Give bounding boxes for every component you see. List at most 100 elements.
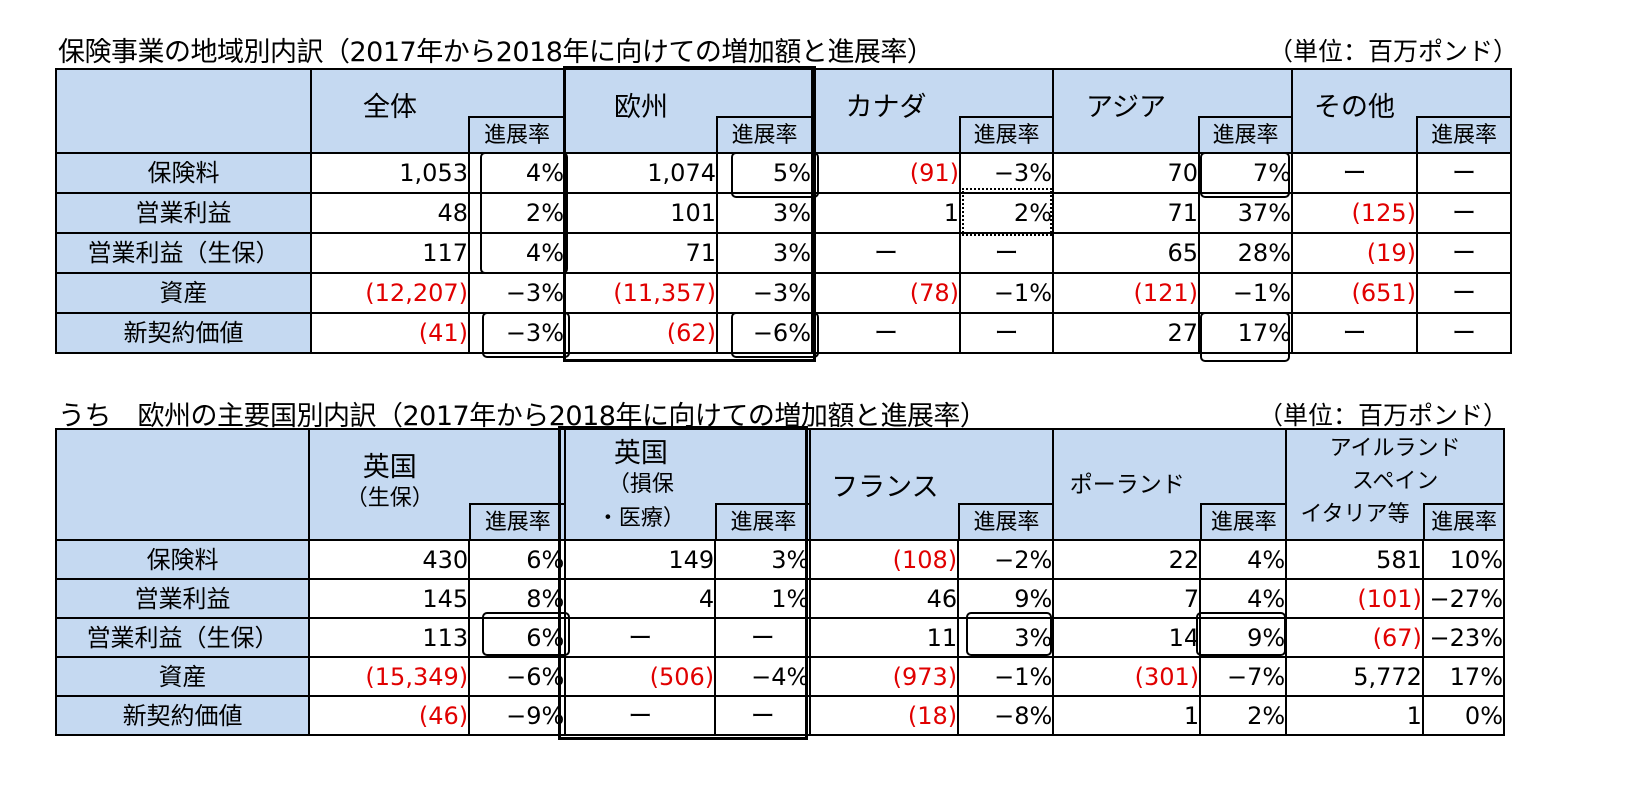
region-header: カナダ進展率 xyxy=(811,68,1054,154)
amount-cell: 1,074 xyxy=(564,152,718,194)
country-sub: （損保 xyxy=(607,472,674,497)
rate-cell: −6% xyxy=(716,312,813,354)
corner-cell xyxy=(54,428,311,541)
row-label: 資産 xyxy=(55,272,312,314)
amount-cell: 71 xyxy=(1052,192,1200,234)
amount-cell: 14 xyxy=(1052,617,1202,658)
rate-cell: 2% xyxy=(468,192,566,234)
amount-cell: (46) xyxy=(308,695,471,736)
table-row: 資産 (15,349) −6% (506) −4% (973) −1% (301) −7% 5,7… xyxy=(54,656,1506,697)
rate-cell: 17% xyxy=(1421,656,1506,697)
amount-cell: 117 xyxy=(310,232,470,274)
rate-cell: −23% xyxy=(1421,617,1506,658)
rate-cell: 4% xyxy=(1199,578,1288,619)
rate-cell: 6% xyxy=(468,539,567,580)
amount-cell: 1 xyxy=(1052,695,1202,736)
rate-header: 進展率 xyxy=(958,503,1052,538)
rate-cell: 4% xyxy=(468,232,566,274)
rate-cell: 1% xyxy=(714,578,812,619)
rate-header: 進展率 xyxy=(959,116,1051,151)
rate-cell: ー xyxy=(1416,272,1512,314)
amount-cell: (15,349) xyxy=(308,656,471,697)
table-row: 新契約価値 (46) −9% ーー (18) −8% 1 2% 1 0% xyxy=(54,695,1506,736)
table2-title: うち 欧州の主要国別内訳（2017年から2018年に向けての増加額と進展率） xyxy=(58,401,987,432)
table-row: 営業利益（生保） 117 4% 71 3% ーー 65 28% (19) ー xyxy=(55,232,1512,274)
row-label: 新契約価値 xyxy=(55,312,312,354)
rate-cell: 6% xyxy=(468,617,567,658)
rate-cell: ー xyxy=(714,617,812,658)
table-row: 営業利益（生保） 113 6% ーー 11 3% 14 9% (67) −23% xyxy=(54,617,1506,658)
country-header: アイルランド スペイン イタリア等 進展率 xyxy=(1285,428,1505,541)
amount-cell: (125) xyxy=(1291,192,1418,234)
table-header-row: 英国 （生保） 進展率 英国 （損保 ・医療） 進展率 フランス 進展率 ポーランド 進展率 アイルラ… xyxy=(54,428,1505,541)
rate-cell: −27% xyxy=(1421,578,1506,619)
amount-cell: (12,207) xyxy=(310,272,470,314)
rate-cell: −6% xyxy=(468,656,567,697)
amount-cell: ー xyxy=(564,695,717,736)
rate-cell: −3% xyxy=(959,152,1054,194)
country-sub: （生保） xyxy=(345,486,434,511)
rate-cell: 2% xyxy=(1199,695,1288,736)
row-label: 新契約価値 xyxy=(54,695,311,736)
region-header: 全体 進展率 xyxy=(310,68,566,154)
amount-cell: 101 xyxy=(564,192,718,234)
rate-cell: 0% xyxy=(1421,695,1506,736)
region-header: その他 進展率 xyxy=(1291,68,1512,154)
rate-cell: −4% xyxy=(714,656,812,697)
region-name: カナダ xyxy=(845,92,927,123)
table-row: 営業利益 48 2% 101 3% 1 2% 71 37% (125) ー xyxy=(55,192,1512,234)
amount-cell: 11 xyxy=(809,617,960,658)
region-name: アジア xyxy=(1086,92,1166,123)
region-header: 欧州 進展率 xyxy=(564,68,813,154)
amount-cell: 71 xyxy=(564,232,718,274)
rate-cell: 10% xyxy=(1421,539,1506,580)
rate-header: 進展率 xyxy=(1198,116,1290,151)
amount-cell: ー xyxy=(811,312,961,354)
europe-country-breakdown-table: 英国 （生保） 進展率 英国 （損保 ・医療） 進展率 フランス 進展率 ポーランド 進展率 アイルラ… xyxy=(54,428,1506,736)
table2-unit: （単位：百万ポンド） xyxy=(1258,401,1509,430)
rate-cell: −1% xyxy=(1198,272,1293,314)
rate-cell: 37% xyxy=(1198,192,1293,234)
rate-cell: 5% xyxy=(716,152,813,194)
rate-cell: −1% xyxy=(957,656,1055,697)
corner-cell xyxy=(55,68,312,154)
rate-header: 進展率 xyxy=(469,503,564,538)
row-label: 保険料 xyxy=(55,152,312,194)
amount-cell: 113 xyxy=(308,617,471,658)
table-row: 新契約価値 (41) −3% (62) −6% ーー 27 17% ーー xyxy=(55,312,1512,354)
rate-cell: −9% xyxy=(468,695,567,736)
rate-cell: −7% xyxy=(1199,656,1288,697)
amount-cell: (973) xyxy=(809,656,960,697)
rate-cell: −2% xyxy=(957,539,1055,580)
rate-cell: 9% xyxy=(957,578,1055,619)
rate-cell: ー xyxy=(1416,152,1512,194)
amount-cell: (301) xyxy=(1052,656,1202,697)
row-label: 営業利益（生保） xyxy=(54,617,311,658)
amount-cell: 22 xyxy=(1052,539,1202,580)
rate-cell: 2% xyxy=(959,192,1054,234)
amount-cell: 430 xyxy=(308,539,471,580)
rate-cell: 28% xyxy=(1198,232,1293,274)
amount-cell: (506) xyxy=(564,656,717,697)
row-label: 資産 xyxy=(54,656,311,697)
country-header: フランス 進展率 xyxy=(809,428,1055,541)
amount-cell: (91) xyxy=(811,152,961,194)
amount-cell: 1 xyxy=(811,192,961,234)
country-name: イタリア等 xyxy=(1300,502,1410,527)
region-header: アジア進展率 xyxy=(1052,68,1293,154)
row-label: 営業利益（生保） xyxy=(55,232,312,274)
rate-header: 進展率 xyxy=(468,116,563,151)
amount-cell: 145 xyxy=(308,578,471,619)
amount-cell: 27 xyxy=(1052,312,1200,354)
rate-cell: ー xyxy=(714,695,812,736)
rate-cell: 3% xyxy=(716,232,813,274)
amount-cell: (108) xyxy=(809,539,960,580)
table-row: 保険料 1,053 4% 1,074 5% (91) −3% 70 7% ーー xyxy=(55,152,1512,194)
amount-cell: (41) xyxy=(310,312,470,354)
table-row: 保険料 430 6% 149 3% (108) −2% 22 4% 581 10% xyxy=(54,539,1506,580)
table1-title: 保険事業の地域別内訳（2017年から2018年に向けての増加額と進展率） xyxy=(58,37,934,68)
country-name: フランス xyxy=(831,472,939,503)
rate-cell: −1% xyxy=(959,272,1054,314)
amount-cell: 581 xyxy=(1285,539,1424,580)
rate-cell: 8% xyxy=(468,578,567,619)
